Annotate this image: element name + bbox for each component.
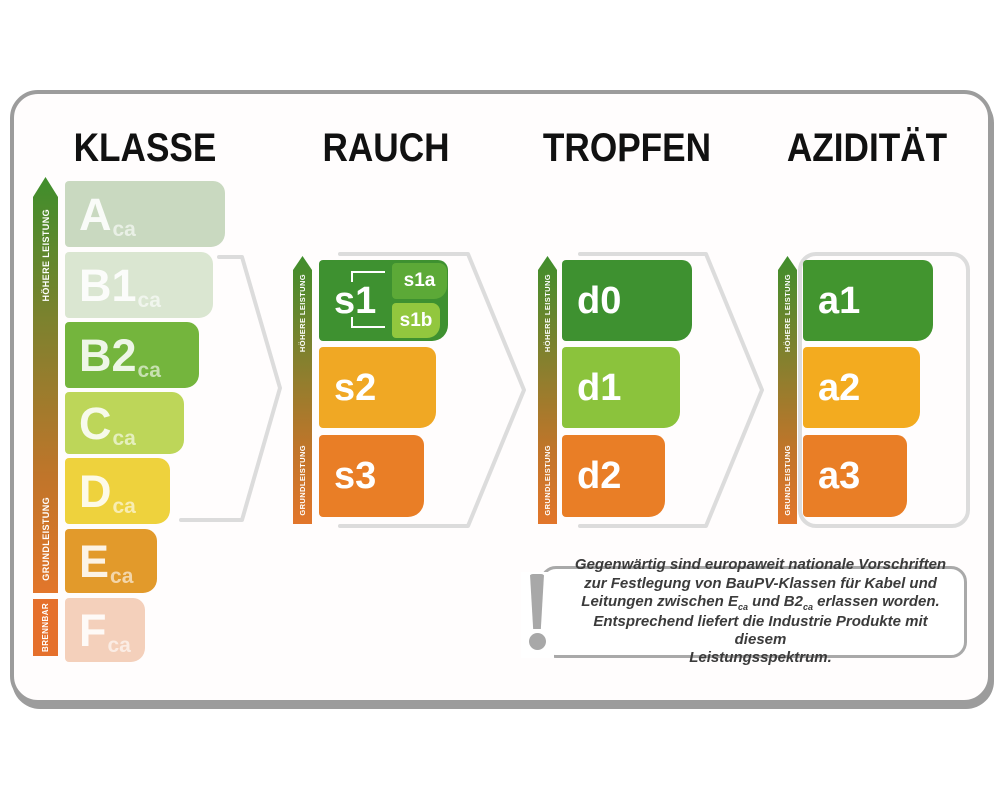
- box-label: s1b: [399, 309, 433, 331]
- rauch-box-s1: s1 s1a s1b: [319, 260, 448, 341]
- exclamation-icon: [521, 572, 554, 658]
- axis-label-base-performance: GRUNDLEISTUNG: [543, 445, 552, 516]
- aziditaet-box-outline: [798, 252, 970, 528]
- box-label: s1a: [403, 270, 436, 291]
- box-label: s2: [334, 366, 377, 409]
- column-header-aziditaet: AZIDITÄT: [786, 126, 948, 170]
- tropfen-performance-axis: HÖHERE LEISTUNG GRUNDLEISTUNG: [538, 256, 557, 524]
- note-line: zur Festlegung von BauPV-Klassen für Kab…: [584, 574, 937, 592]
- rauch-box-s3: s3: [319, 435, 424, 517]
- klasse-funnel-outline: [179, 255, 282, 522]
- bar-letter: C: [79, 397, 112, 449]
- regulation-note: Gegenwärtig sind europaweit nationale Vo…: [540, 556, 967, 666]
- axis-label-higher-performance: HÖHERE LEISTUNG: [40, 209, 51, 302]
- box-label: d2: [577, 455, 622, 497]
- exclamation-dot: [529, 633, 546, 650]
- s1-bracket-top: [351, 271, 385, 282]
- column-header-tropfen: TROPFEN: [542, 126, 712, 170]
- rauch-box-s2: s2: [319, 347, 436, 428]
- box-label: d0: [577, 279, 622, 322]
- bar-letter: F: [79, 604, 107, 656]
- bar-subscript: ca: [107, 633, 131, 657]
- column-header-klasse: KLASSE: [73, 126, 217, 170]
- aziditaet-box-a2: a2: [803, 347, 920, 428]
- exclamation-bar: [529, 574, 545, 629]
- bar-subscript: ca: [110, 564, 134, 588]
- bar-letter: B2: [79, 329, 137, 381]
- axis-label-base-performance: GRUNDLEISTUNG: [783, 445, 792, 516]
- rauch-performance-axis: HÖHERE LEISTUNG GRUNDLEISTUNG: [293, 256, 312, 524]
- box-label: a1: [818, 279, 861, 322]
- bar-subscript: ca: [137, 288, 161, 312]
- klasse-bar-b1: B1 ca: [65, 252, 213, 318]
- rauch-chevron-outline: [338, 252, 526, 528]
- axis-label-higher-performance: HÖHERE LEISTUNG: [783, 274, 792, 353]
- box-label: a3: [818, 455, 861, 497]
- s1-bracket-bottom: [351, 317, 385, 328]
- bar-subscript: ca: [112, 494, 136, 518]
- axis-label-flammable: BRENNBAR: [41, 603, 50, 652]
- axis-label-base-performance: GRUNDLEISTUNG: [40, 497, 51, 581]
- bar-letter: D: [79, 465, 112, 517]
- bar-subscript: ca: [137, 358, 161, 382]
- aziditaet-box-a3: a3: [803, 435, 907, 517]
- tropfen-box-d1: d1: [562, 347, 680, 428]
- bar-letter: E: [79, 535, 110, 587]
- rauch-box-s1a: s1a: [392, 263, 447, 299]
- tropfen-box-d2: d2: [562, 435, 665, 517]
- klasse-performance-axis: HÖHERE LEISTUNG GRUNDLEISTUNG: [33, 177, 58, 593]
- column-header-rauch: RAUCH: [322, 126, 450, 170]
- aziditaet-performance-axis: HÖHERE LEISTUNG GRUNDLEISTUNG: [778, 256, 797, 524]
- tropfen-box-d0: d0: [562, 260, 692, 341]
- axis-label-higher-performance: HÖHERE LEISTUNG: [298, 274, 307, 353]
- klasse-bar-b2: B2 ca: [65, 322, 199, 388]
- note-line: Leistungsspektrum.: [689, 649, 832, 667]
- note-line: Entsprechend liefert die Industrie Produ…: [593, 612, 928, 649]
- aziditaet-box-a1: a1: [803, 260, 933, 341]
- note-line: Leitungen zwischen Eca und B2ca erlassen…: [581, 592, 940, 612]
- bar-letter: A: [79, 188, 112, 240]
- axis-label-base-performance: GRUNDLEISTUNG: [298, 445, 307, 516]
- bar-letter: B1: [79, 259, 137, 311]
- klasse-flammable-segment: BRENNBAR: [33, 599, 58, 656]
- bar-subscript: ca: [112, 426, 136, 450]
- rauch-box-s1b: s1b: [392, 303, 440, 338]
- bar-subscript: ca: [112, 217, 136, 241]
- box-label: s3: [334, 455, 377, 497]
- axis-label-higher-performance: HÖHERE LEISTUNG: [543, 274, 552, 353]
- tropfen-chevron-outline: [578, 252, 764, 528]
- box-label: d1: [577, 366, 622, 409]
- box-label: a2: [818, 366, 861, 409]
- note-line: Gegenwärtig sind europaweit nationale Vo…: [574, 556, 947, 574]
- box-label: s1: [334, 279, 377, 322]
